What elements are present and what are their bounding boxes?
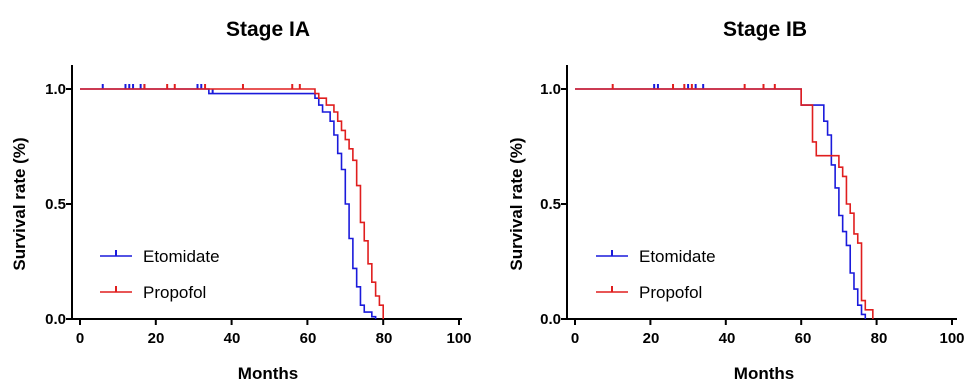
x-tick-label: 40 — [224, 330, 241, 347]
chart-title: Stage IB — [723, 18, 807, 41]
x-tick-label: 80 — [871, 330, 888, 347]
x-tick-label: 40 — [719, 330, 736, 347]
x-tick-label: 60 — [300, 330, 317, 347]
y-tick-label: 0.5 — [45, 196, 66, 213]
x-axis-label: Months — [734, 364, 794, 383]
x-tick-label: 100 — [446, 330, 471, 347]
survival-curve-etomidate — [80, 88, 377, 319]
y-tick-label: 1.0 — [540, 81, 561, 98]
x-tick-label: 100 — [939, 330, 964, 347]
y-axis-label: Survival rate (%) — [507, 137, 526, 270]
y-tick-label: 0.0 — [45, 311, 66, 328]
legend: Etomidate Propofol — [596, 247, 716, 302]
chart-panel-stage-ib: Stage IB Survival rate (%) Months 1.0 0.… — [507, 18, 965, 383]
chart-panel-stage-ia: Stage IA Survival rate (%) Months 1.0 0.… — [10, 18, 472, 383]
x-tick-label: 80 — [376, 330, 393, 347]
x-tick-label: 0 — [76, 330, 84, 347]
legend: Etomidate Propofol — [100, 247, 220, 302]
series-group — [80, 84, 384, 319]
series-group — [575, 84, 874, 319]
x-tick-label: 20 — [148, 330, 165, 347]
y-axis-label: Survival rate (%) — [10, 137, 29, 270]
y-tick-label: 1.0 — [45, 81, 66, 98]
survival-curve-propofol — [575, 88, 874, 319]
legend-label-etomidate: Etomidate — [639, 247, 716, 266]
axis-ticks — [561, 88, 953, 325]
y-tick-label: 0.5 — [540, 196, 561, 213]
survival-curve-etomidate — [575, 88, 867, 319]
legend-item-etomidate: Etomidate — [596, 247, 716, 266]
legend-item-etomidate: Etomidate — [100, 247, 220, 266]
y-tick-label: 0.0 — [540, 311, 561, 328]
axis-ticks — [66, 88, 460, 325]
legend-item-propofol: Propofol — [100, 283, 206, 302]
x-tick-label: 0 — [571, 330, 579, 347]
chart-title: Stage IA — [226, 18, 310, 41]
x-tick-label: 60 — [795, 330, 812, 347]
legend-label-propofol: Propofol — [143, 283, 206, 302]
x-axis-label: Months — [238, 364, 298, 383]
legend-label-etomidate: Etomidate — [143, 247, 220, 266]
legend-item-propofol: Propofol — [596, 283, 702, 302]
survival-curve-propofol — [80, 88, 384, 319]
legend-label-propofol: Propofol — [639, 283, 702, 302]
x-tick-label: 20 — [643, 330, 660, 347]
